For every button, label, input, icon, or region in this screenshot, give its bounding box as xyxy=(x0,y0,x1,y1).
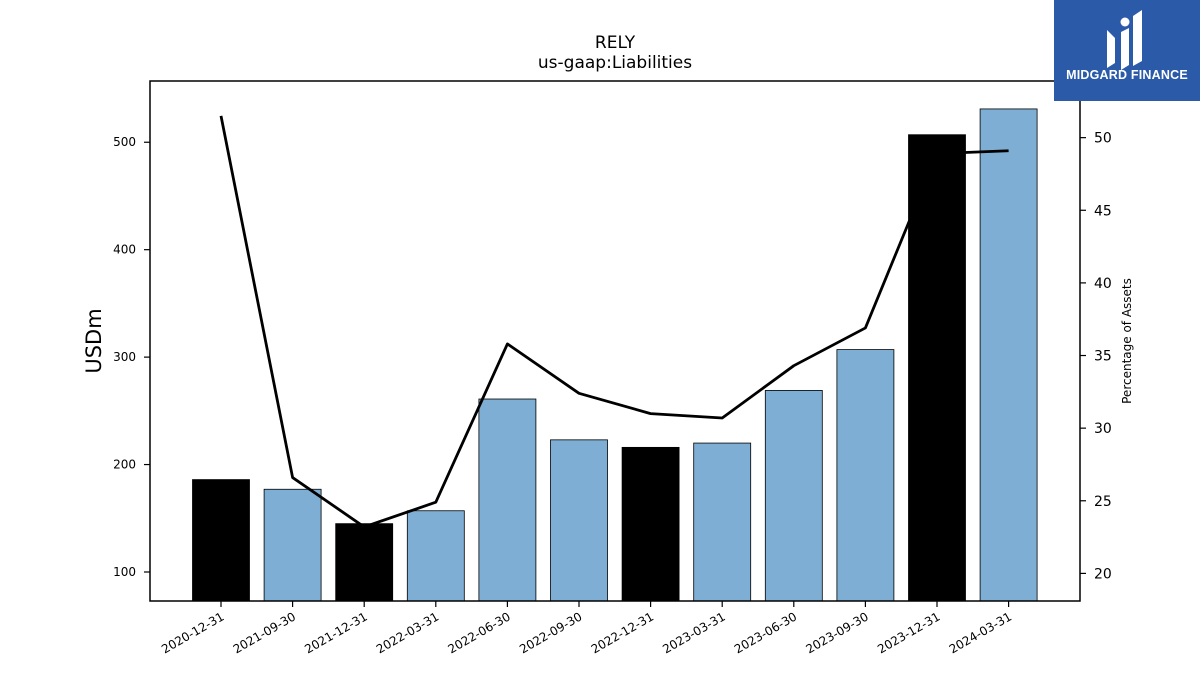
x-tick-label: 2020-12-31 xyxy=(159,609,226,656)
x-tick-label: 2023-09-30 xyxy=(803,609,870,656)
bar-2022-06-30 xyxy=(478,398,537,602)
y-right-tick-label: 45 xyxy=(1094,203,1112,219)
bar-2023-09-30 xyxy=(836,349,895,602)
y-tick-label: 400 xyxy=(113,243,136,257)
x-tick-label: 2023-06-30 xyxy=(732,609,799,656)
y-tick-label: 100 xyxy=(113,565,136,579)
x-tick-label: 2022-06-30 xyxy=(445,609,512,656)
plot-frame xyxy=(149,80,1081,602)
x-tick-label: 2022-03-31 xyxy=(374,609,441,656)
y-right-tick-label: 35 xyxy=(1094,349,1112,365)
percentage-line xyxy=(219,115,1009,529)
x-tick-label: 2024-03-31 xyxy=(947,609,1014,656)
x-tick-label: 2021-12-31 xyxy=(302,609,369,656)
bar-2023-06-30 xyxy=(764,390,823,602)
y-right-tick-label: 50 xyxy=(1094,131,1112,147)
y-tick-label: 500 xyxy=(113,135,136,149)
y-axis-right: 20 25 30 35 40 45 50 xyxy=(1080,131,1112,582)
logo-text: MIDGARD FINANCE xyxy=(1066,68,1188,82)
x-tick-label: 2021-09-30 xyxy=(231,609,298,656)
y-right-tick-label: 25 xyxy=(1094,494,1112,510)
bar-2021-12-31 xyxy=(335,523,394,602)
bar-2023-12-31 xyxy=(908,134,966,602)
logo-mark-icon xyxy=(1107,10,1142,70)
chart-subtitle: us-gaap:Liabilities xyxy=(538,53,692,73)
y-axis-right-label: Percentage of Assets xyxy=(1120,278,1134,404)
x-tick-label: 2022-09-30 xyxy=(517,609,584,656)
x-tick-label: 2023-12-31 xyxy=(875,609,942,656)
chart-title: RELY xyxy=(595,33,636,53)
bar-2022-09-30 xyxy=(550,439,608,602)
bar-2022-12-31 xyxy=(621,446,680,602)
y-right-tick-label: 30 xyxy=(1094,421,1112,437)
y-tick-label: 300 xyxy=(113,350,136,364)
x-tick-label: 2023-03-31 xyxy=(660,609,727,656)
x-tick-label: 2022-12-31 xyxy=(589,609,656,656)
y-axis-left: 100 200 300 400 500 xyxy=(113,135,150,579)
bar-2024-03-31 xyxy=(979,108,1038,602)
y-right-tick-label: 20 xyxy=(1094,566,1112,582)
bar-2020-12-31 xyxy=(192,479,250,602)
y-tick-label: 200 xyxy=(113,458,136,472)
brand-logo: MIDGARD FINANCE xyxy=(1054,0,1200,101)
bar-2021-09-30 xyxy=(263,488,322,602)
bar-2022-03-31 xyxy=(406,510,465,602)
y-axis-label: USDm xyxy=(82,308,106,373)
bars xyxy=(192,108,1038,602)
y-right-tick-label: 40 xyxy=(1094,276,1112,292)
x-axis: 2020-12-31 2021-09-30 2021-12-31 2022-03-31… xyxy=(159,601,1014,656)
bar-2023-03-31 xyxy=(693,442,752,602)
